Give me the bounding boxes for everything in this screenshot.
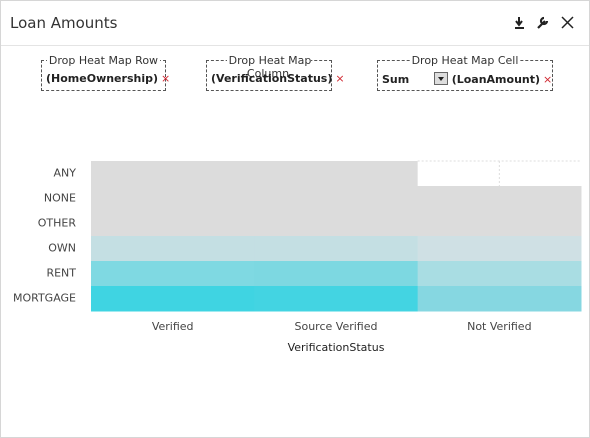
heatmap-cell — [91, 161, 255, 187]
zone-field: (LoanAmount) — [451, 73, 541, 86]
drop-zone[interactable]: Drop Heat Map Row (HomeOwnership) × — [41, 54, 170, 91]
heatmap-cell — [417, 211, 582, 237]
zone-field: (VerificationStatus) — [211, 72, 333, 85]
heatmap-cell — [417, 286, 582, 312]
heatmap-cell — [91, 211, 255, 237]
heatmap-cell — [91, 261, 255, 287]
heatmap-cell — [254, 236, 419, 262]
settings-icon[interactable] — [537, 16, 549, 29]
header-divider — [1, 45, 589, 46]
remove-icon[interactable]: × — [335, 72, 345, 85]
widget-title: Loan Amounts — [10, 14, 118, 32]
heatmap-cell — [254, 261, 419, 287]
heatmap-cell — [91, 286, 255, 312]
zone-field: (HomeOwnership) — [46, 72, 158, 85]
heatmap: ANY NONE OTHER OWN RENT MORTGAGE Verified Sourc… — [13, 160, 582, 354]
zone-label: Drop Heat Map Row — [46, 54, 161, 67]
row-label: RENT — [46, 267, 76, 280]
remove-icon[interactable]: × — [161, 72, 171, 85]
column-label: Source Verified — [295, 320, 378, 333]
remove-icon[interactable]: × — [543, 73, 553, 86]
row-label: ANY — [54, 167, 77, 180]
x-axis-title: VerificationStatus — [288, 341, 385, 354]
column-label: Verified — [152, 320, 194, 333]
row-label: OTHER — [38, 217, 77, 230]
heatmap-cell — [254, 286, 419, 312]
drop-zone[interactable]: Drop Heat Map Column (VerificationStatus… — [206, 54, 345, 91]
zone-label: Drop Heat Map Cell — [409, 54, 521, 67]
row-label: NONE — [44, 192, 76, 205]
drop-zone[interactable]: Drop Heat Map Cell Sum (LoanAmount) × — [377, 54, 553, 91]
heatmap-cell — [417, 236, 582, 262]
heatmap-cell — [91, 186, 255, 212]
heatmap-cell — [417, 261, 582, 287]
close-icon[interactable] — [561, 16, 574, 29]
heatmap-cell — [417, 186, 582, 212]
download-icon[interactable] — [515, 17, 524, 29]
heatmap-cell — [254, 186, 419, 212]
column-label: Not Verified — [467, 320, 531, 333]
aggregate-select[interactable]: Sum — [382, 73, 410, 86]
dropdown-button[interactable] — [433, 72, 448, 85]
heatmap-cell — [254, 211, 419, 237]
row-label: OWN — [48, 242, 76, 255]
row-label: MORTGAGE — [13, 292, 76, 305]
toolbar-icons — [515, 16, 574, 29]
heatmap-cell — [91, 236, 255, 262]
heatmap-cell — [254, 161, 419, 187]
